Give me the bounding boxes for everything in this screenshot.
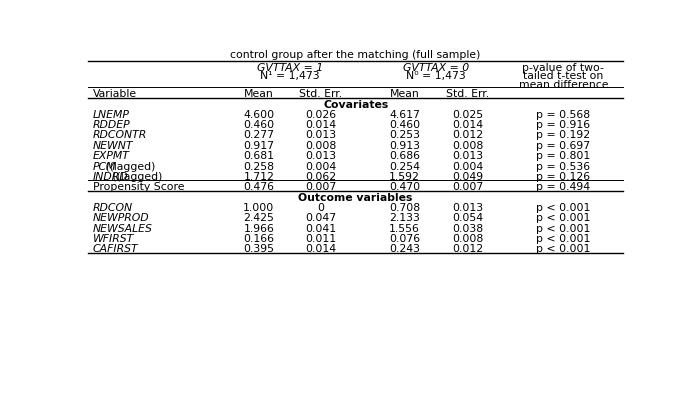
Text: 0.013: 0.013 — [305, 131, 337, 140]
Text: p = 0.916: p = 0.916 — [536, 120, 591, 130]
Text: 0.277: 0.277 — [244, 131, 274, 140]
Text: Variable: Variable — [93, 89, 137, 99]
Text: p < 0.001: p < 0.001 — [536, 223, 591, 234]
Text: mean difference: mean difference — [518, 80, 608, 90]
Text: 0.395: 0.395 — [244, 245, 274, 254]
Text: 0.014: 0.014 — [305, 245, 337, 254]
Text: 0.470: 0.470 — [389, 182, 420, 193]
Text: 0.254: 0.254 — [389, 162, 420, 172]
Text: 0.004: 0.004 — [452, 162, 484, 172]
Text: 0.014: 0.014 — [452, 120, 484, 130]
Text: 0: 0 — [317, 203, 324, 213]
Text: WFIRST: WFIRST — [93, 234, 134, 244]
Text: NEWNT: NEWNT — [93, 141, 133, 151]
Text: PCM: PCM — [93, 162, 117, 172]
Text: 0.007: 0.007 — [305, 182, 337, 193]
Text: 0.917: 0.917 — [244, 141, 274, 151]
Text: RDCON: RDCON — [93, 203, 133, 213]
Text: 0.014: 0.014 — [305, 120, 337, 130]
Text: Covariates: Covariates — [323, 100, 389, 109]
Text: Std. Err.: Std. Err. — [299, 89, 342, 99]
Text: p = 0.192: p = 0.192 — [536, 131, 591, 140]
Text: 0.054: 0.054 — [452, 213, 484, 223]
Text: 4.600: 4.600 — [243, 109, 274, 120]
Text: p = 0.697: p = 0.697 — [536, 141, 591, 151]
Text: 0.013: 0.013 — [452, 203, 484, 213]
Text: 1.000: 1.000 — [243, 203, 274, 213]
Text: p < 0.001: p < 0.001 — [536, 234, 591, 244]
Text: p = 0.568: p = 0.568 — [536, 109, 591, 120]
Text: GVTTAX = 1: GVTTAX = 1 — [257, 63, 323, 73]
Text: p < 0.001: p < 0.001 — [536, 245, 591, 254]
Text: 0.013: 0.013 — [452, 151, 484, 161]
Text: 1.556: 1.556 — [389, 223, 420, 234]
Text: 0.062: 0.062 — [305, 172, 337, 182]
Text: NEWPROD: NEWPROD — [93, 213, 150, 223]
Text: 0.049: 0.049 — [452, 172, 484, 182]
Text: CAFIRST: CAFIRST — [93, 245, 139, 254]
Text: 0.047: 0.047 — [305, 213, 337, 223]
Text: p = 0.801: p = 0.801 — [536, 151, 591, 161]
Text: NEWSALES: NEWSALES — [93, 223, 153, 234]
Text: 0.476: 0.476 — [244, 182, 274, 193]
Text: 0.681: 0.681 — [244, 151, 274, 161]
Text: 0.076: 0.076 — [389, 234, 420, 244]
Text: EXPMT: EXPMT — [93, 151, 130, 161]
Text: LNEMP: LNEMP — [93, 109, 130, 120]
Text: p = 0.536: p = 0.536 — [536, 162, 591, 172]
Text: ((lagged): ((lagged) — [109, 172, 162, 182]
Text: 1.592: 1.592 — [389, 172, 420, 182]
Text: 0.166: 0.166 — [244, 234, 274, 244]
Text: ((lagged): ((lagged) — [103, 162, 155, 172]
Text: 0.708: 0.708 — [389, 203, 420, 213]
Text: RDDEP: RDDEP — [93, 120, 130, 130]
Text: INDRD: INDRD — [93, 172, 128, 182]
Text: 0.913: 0.913 — [389, 141, 420, 151]
Text: p < 0.001: p < 0.001 — [536, 213, 591, 223]
Text: Mean: Mean — [389, 89, 419, 99]
Text: RDCONTR: RDCONTR — [93, 131, 147, 140]
Text: p = 0.494: p = 0.494 — [536, 182, 591, 193]
Text: N¹ = 1,473: N¹ = 1,473 — [260, 71, 320, 81]
Text: N⁰ = 1,473: N⁰ = 1,473 — [407, 71, 466, 81]
Text: 0.004: 0.004 — [305, 162, 337, 172]
Text: GVTTAX = 0: GVTTAX = 0 — [403, 63, 469, 73]
Text: 0.012: 0.012 — [452, 245, 484, 254]
Text: 0.025: 0.025 — [452, 109, 484, 120]
Text: p = 0.126: p = 0.126 — [536, 172, 591, 182]
Text: p-value of two-: p-value of two- — [523, 63, 604, 73]
Text: 1.966: 1.966 — [244, 223, 274, 234]
Text: 0.460: 0.460 — [243, 120, 274, 130]
Text: Std. Err.: Std. Err. — [446, 89, 489, 99]
Text: 0.013: 0.013 — [305, 151, 337, 161]
Text: 0.008: 0.008 — [305, 141, 337, 151]
Text: 0.258: 0.258 — [244, 162, 274, 172]
Text: 0.011: 0.011 — [305, 234, 337, 244]
Text: Propensity Score: Propensity Score — [93, 182, 185, 193]
Text: 0.038: 0.038 — [452, 223, 484, 234]
Text: Outcome variables: Outcome variables — [298, 193, 413, 203]
Text: tailed t-test on: tailed t-test on — [523, 71, 604, 81]
Text: control group after the matching (full sample): control group after the matching (full s… — [230, 50, 481, 60]
Text: 0.686: 0.686 — [389, 151, 420, 161]
Text: 0.007: 0.007 — [452, 182, 484, 193]
Text: Mean: Mean — [244, 89, 273, 99]
Text: 0.008: 0.008 — [452, 234, 484, 244]
Text: 0.041: 0.041 — [305, 223, 337, 234]
Text: p < 0.001: p < 0.001 — [536, 203, 591, 213]
Text: 4.617: 4.617 — [389, 109, 420, 120]
Text: 0.026: 0.026 — [305, 109, 337, 120]
Text: 0.008: 0.008 — [452, 141, 484, 151]
Text: 2.133: 2.133 — [389, 213, 420, 223]
Text: 0.243: 0.243 — [389, 245, 420, 254]
Text: 0.012: 0.012 — [452, 131, 484, 140]
Text: 1.712: 1.712 — [244, 172, 274, 182]
Text: 0.253: 0.253 — [389, 131, 420, 140]
Text: 0.460: 0.460 — [389, 120, 420, 130]
Text: 2.425: 2.425 — [244, 213, 274, 223]
